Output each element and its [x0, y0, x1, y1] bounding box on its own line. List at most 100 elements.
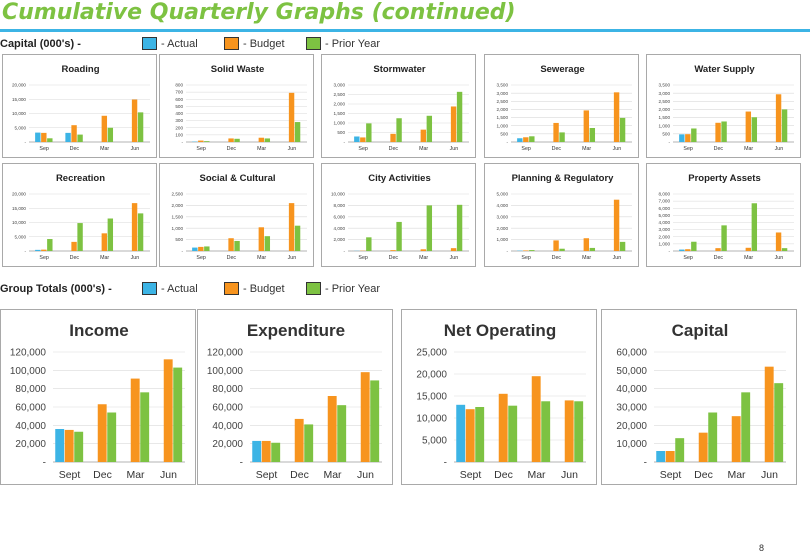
bar-prior-year [781, 109, 788, 142]
bar-budget [685, 134, 691, 142]
y-tick-label: 10,000 [416, 414, 447, 425]
x-category-label: Jun [561, 469, 578, 481]
x-category-label: Dec [389, 255, 399, 261]
x-category-label: Jun [775, 146, 784, 152]
chart-expenditure: Expenditure - 20,000 40,000 60,000 80,000 100,… [197, 309, 393, 485]
chart-svg: Income - 20,000 40,000 60,000 80,000 100,000 12… [10, 321, 185, 481]
chart-social-cultural: Social & Cultural - 500 1,000 1,500 2,000 2,50… [159, 163, 314, 267]
y-tick-label: - [343, 140, 345, 145]
x-category-label: Sep [521, 146, 530, 152]
y-tick-label: 2,000 [659, 107, 671, 112]
bar-budget [294, 418, 304, 462]
bar-prior-year [781, 248, 788, 251]
x-category-label: Jun [131, 146, 140, 152]
legend-prior-label: - Prior Year [325, 283, 381, 295]
y-tick-label: 1,000 [497, 123, 509, 128]
chart-title: Sewerage [540, 64, 584, 75]
y-tick-label: - [24, 140, 26, 145]
x-category-label: Sep [521, 255, 530, 261]
chart-title: Water Supply [694, 64, 755, 75]
bar-prior-year [741, 392, 751, 462]
bar-prior-year [456, 91, 463, 142]
chart-title: Social & Cultural [199, 173, 275, 184]
y-tick-label: 120,000 [207, 348, 244, 359]
y-tick-label: 25,000 [416, 348, 447, 359]
y-tick-label: 700 [175, 90, 183, 95]
x-category-label: Mar [727, 469, 746, 481]
bar-actual [55, 429, 65, 462]
chart-solid-waste: Solid Waste - 100 200 300 400 500 600 700 800 Sep D… [159, 54, 314, 158]
chart-capital: Capital - 10,000 20,000 30,000 40,000 50,000 60… [601, 309, 797, 485]
y-tick-label: 2,000 [172, 203, 184, 208]
y-tick-label: 40,000 [15, 421, 46, 432]
x-category-label: Jun [761, 469, 778, 481]
bar-prior-year [366, 123, 372, 142]
y-tick-label: 20,000 [212, 439, 243, 450]
chart-svg: Sewerage - 500 1,000 1,500 2,000 2,500 3,000 3,5… [497, 64, 632, 152]
bar-prior-year [396, 118, 402, 142]
y-tick-label: 3,500 [497, 83, 509, 88]
chart-net-operating: Net Operating - 5,000 10,000 15,000 20,000 25,… [401, 309, 597, 485]
x-category-label: Sept [660, 469, 682, 481]
x-category-label: Mar [744, 255, 753, 261]
bar-budget [131, 99, 138, 142]
x-category-label: Mar [323, 469, 342, 481]
bar-prior-year [589, 247, 596, 251]
bar-prior-year [74, 431, 84, 462]
bar-prior-year [529, 250, 535, 251]
chart-title: Recreation [56, 173, 105, 184]
bar-prior-year [774, 383, 784, 462]
y-tick-label: 20,000 [15, 439, 46, 450]
x-category-label: Dec [290, 469, 309, 481]
chart-svg: Property Assets - 1,000 2,000 3,000 4,000 5,00… [659, 173, 794, 261]
bar-prior-year [204, 141, 210, 142]
bar-budget [360, 372, 370, 462]
bar-prior-year [77, 134, 83, 142]
chart-title: Income [69, 321, 129, 340]
y-tick-label: 6,000 [334, 214, 346, 219]
bar-budget [715, 248, 721, 251]
bar-budget [685, 249, 691, 251]
legend-actual-label: - Actual [161, 283, 198, 295]
y-tick-label: 5,000 [497, 192, 509, 197]
x-category-label: Dec [70, 255, 80, 261]
bar-budget [523, 137, 529, 142]
chart-roading: Roading - 5,000 10,000 15,000 20,000 Sep Dec Mar… [2, 54, 157, 158]
y-tick-label: 4,000 [334, 226, 346, 231]
bar-prior-year [675, 438, 685, 462]
y-tick-label: 60,000 [616, 348, 647, 359]
y-tick-label: 5,000 [659, 213, 671, 218]
x-category-label: Sep [358, 255, 367, 261]
x-category-label: Sep [39, 255, 48, 261]
bar-budget [523, 250, 529, 251]
y-tick-label: 1,000 [659, 123, 671, 128]
chart-recreation: Recreation - 5,000 10,000 15,000 20,000 Sep Dec… [2, 163, 157, 267]
x-category-label: Dec [714, 255, 724, 261]
legend-budget-swatch [224, 37, 239, 50]
bar-budget [258, 137, 265, 142]
legend-group-lead: Group Totals (000's) - [0, 283, 112, 295]
y-tick-label: 100,000 [207, 366, 244, 377]
x-category-label: Sep [39, 146, 48, 152]
chart-svg: City Activities - 2,000 4,000 6,000 8,000 10,0… [331, 173, 469, 261]
y-tick-label: 20,000 [12, 83, 26, 88]
bar-prior-year [751, 117, 758, 142]
y-tick-label: - [181, 140, 183, 145]
y-tick-label: 4,000 [497, 203, 509, 208]
bar-prior-year [456, 204, 463, 251]
y-tick-label: 20,000 [416, 370, 447, 381]
x-category-label: Mar [419, 146, 428, 152]
y-tick-label: 3,000 [497, 214, 509, 219]
bar-budget [327, 396, 337, 462]
y-tick-label: 60,000 [212, 403, 243, 414]
legend-group: Group Totals (000's) - - Actual - Budget… [0, 282, 420, 298]
y-tick-label: 500 [337, 130, 345, 135]
y-tick-label: 2,000 [334, 237, 346, 242]
x-category-label: Jun [450, 255, 459, 261]
bar-budget [97, 404, 107, 462]
bar-prior-year [77, 223, 83, 251]
y-tick-label: 40,000 [616, 384, 647, 395]
page-number: 8 [758, 543, 764, 553]
bar-prior-year [107, 127, 114, 142]
bar-prior-year [751, 203, 758, 251]
